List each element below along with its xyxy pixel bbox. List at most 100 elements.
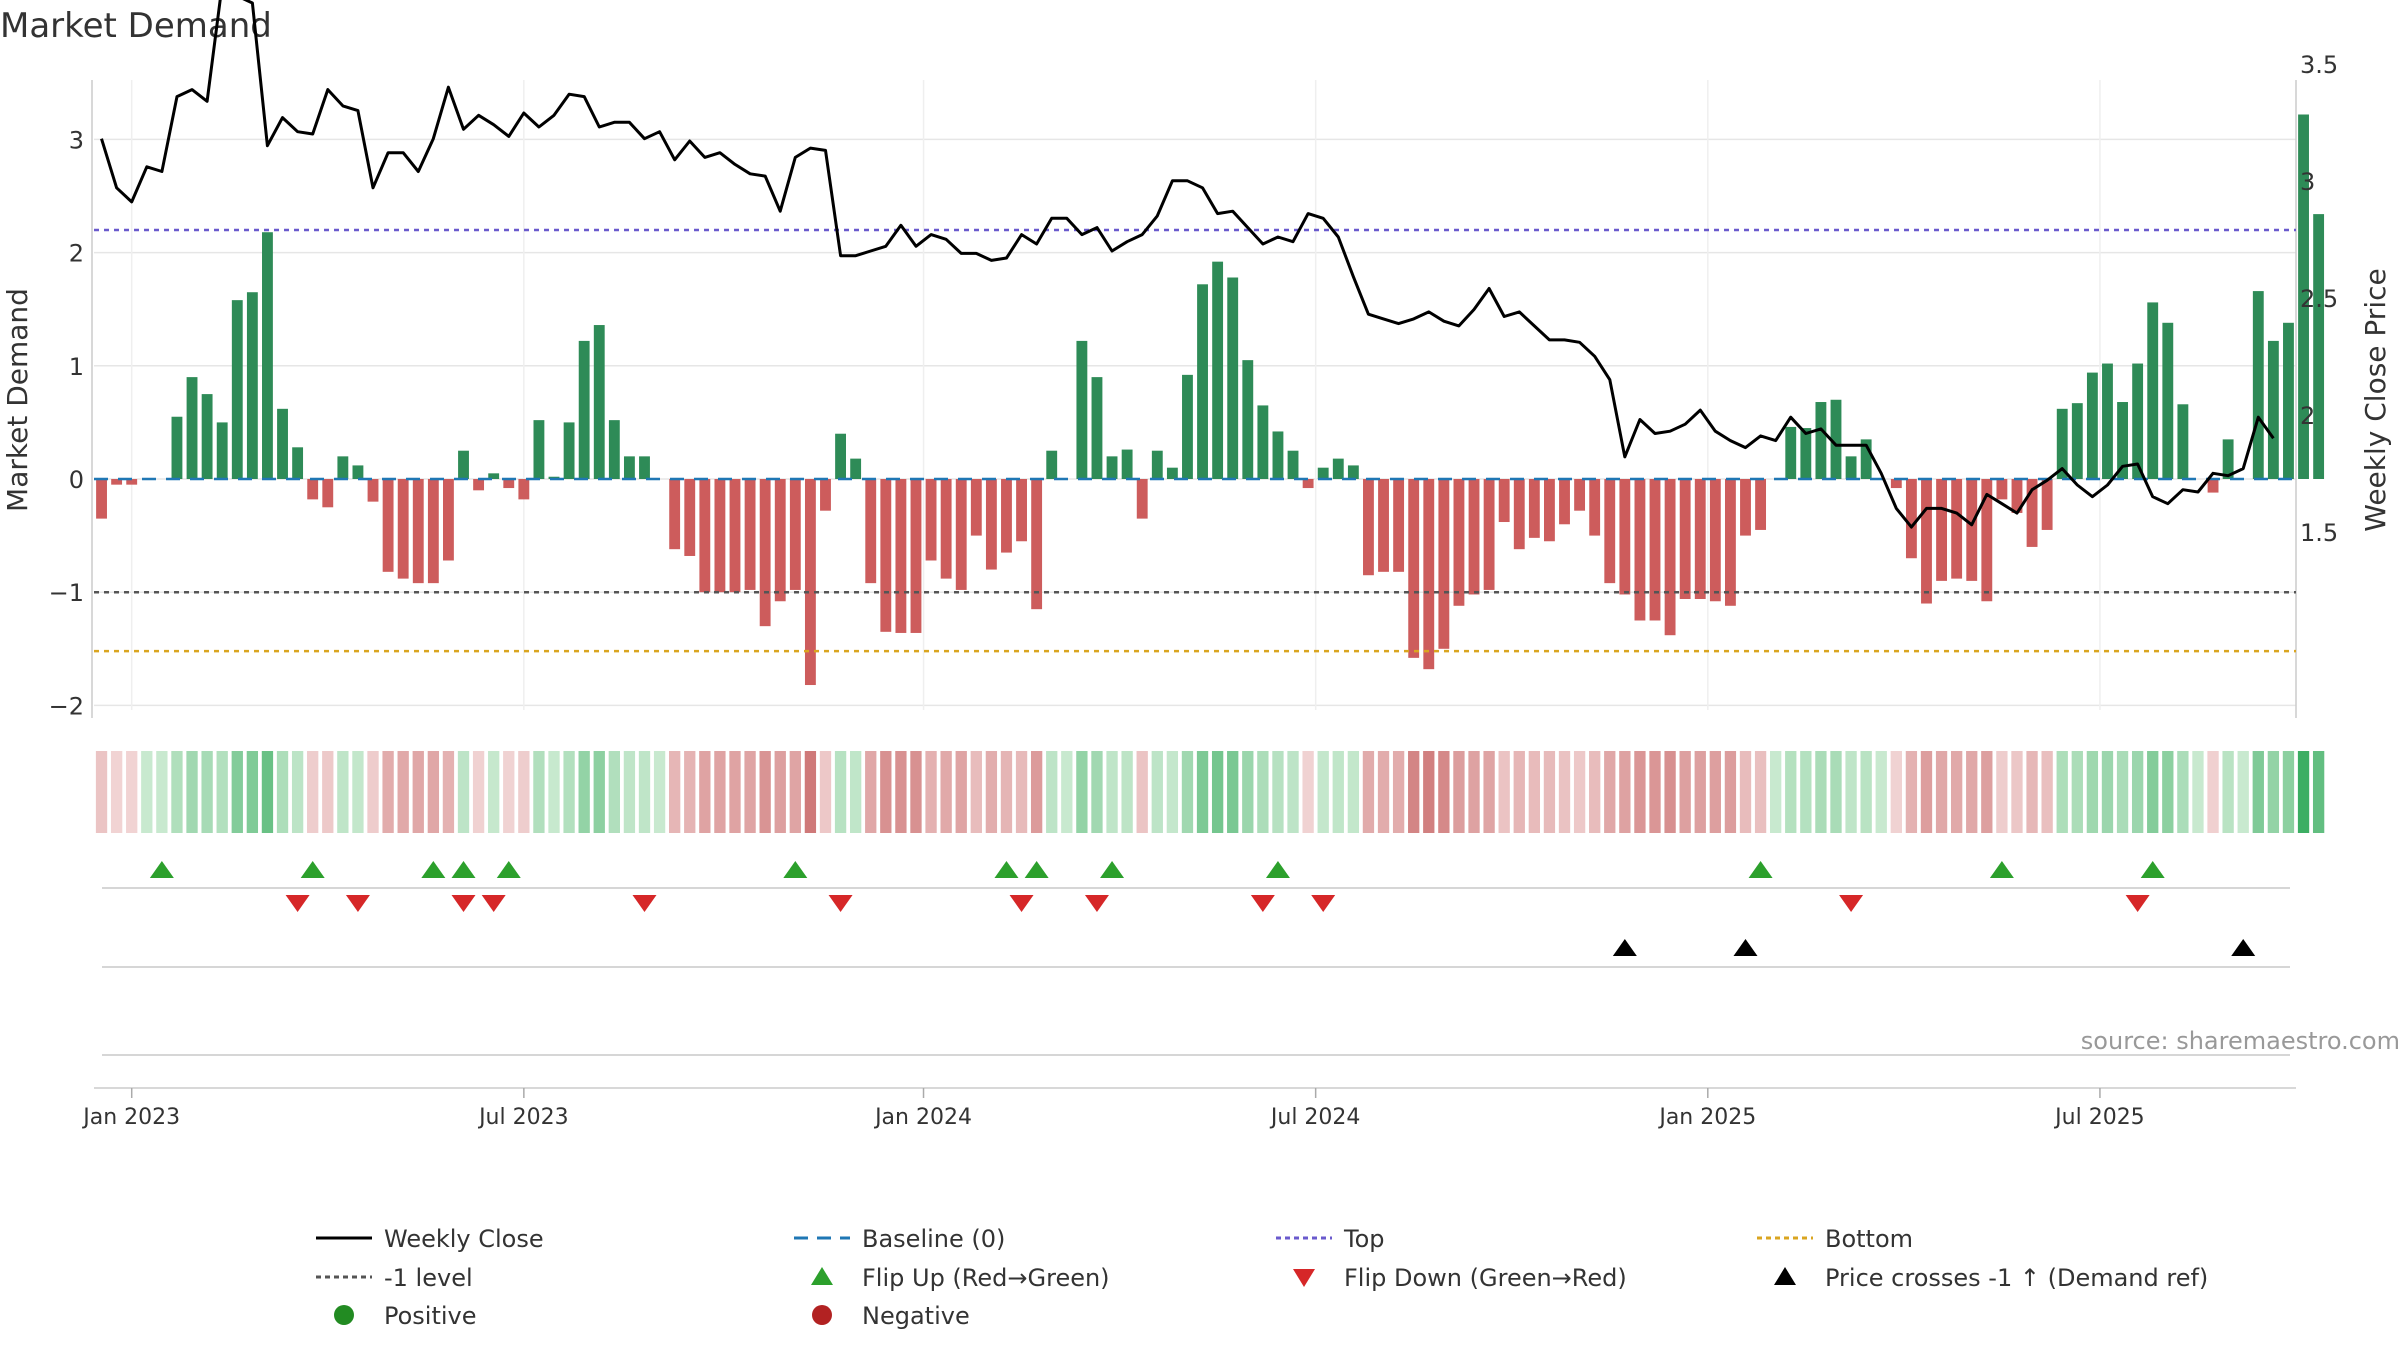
bar-negative	[1755, 479, 1767, 530]
legend-label: Positive	[384, 1302, 477, 1330]
bar-negative	[1574, 479, 1586, 511]
strip-cell	[2071, 751, 2083, 833]
strip-cell	[1332, 751, 1344, 833]
legend-swatch-positive	[334, 1305, 354, 1325]
strip-cell	[352, 751, 364, 833]
legend-swatch-price-cross	[1774, 1267, 1796, 1285]
strip-cell	[2086, 751, 2099, 833]
bar-negative	[367, 479, 379, 502]
bar-positive	[246, 292, 258, 479]
bar-positive	[1106, 456, 1118, 479]
strip-cell	[1287, 751, 1299, 833]
x-tick-label: Jan 2023	[81, 1105, 180, 1130]
strip-cell	[1453, 751, 1465, 833]
y-tick-label: 0	[69, 466, 84, 494]
bar-negative	[1378, 479, 1389, 572]
bar-negative	[1634, 479, 1646, 621]
strip-cell	[2101, 751, 2114, 833]
strip-cell	[1211, 751, 1224, 833]
legend-label: Weekly Close	[384, 1225, 544, 1253]
strip-cell	[880, 751, 892, 833]
strip-cell	[1634, 751, 1646, 833]
flip-up-marker	[994, 861, 1019, 878]
bar-positive	[231, 300, 243, 479]
y-ticks-left: 3 2 1 0 −1 −2	[49, 126, 84, 720]
bar-negative	[111, 479, 123, 485]
strip-cell	[1272, 751, 1284, 833]
x-axis: Jan 2023 Jul 2023 Jan 2024 Jul 2024 Jan 2025…	[81, 1087, 2296, 1130]
strip-cell	[1242, 751, 1254, 833]
strip-cell	[518, 751, 530, 833]
legend-label: Top	[1343, 1225, 1385, 1253]
strip-cell	[1739, 751, 1752, 833]
bar-positive	[2283, 322, 2294, 479]
y-tick-label: −2	[49, 692, 84, 720]
flip-down-marker	[345, 895, 370, 912]
grid	[91, 80, 2297, 718]
strip-cell	[970, 751, 982, 833]
bar-negative	[925, 479, 937, 561]
bar-positive	[2071, 403, 2083, 479]
bar-positive	[488, 473, 500, 479]
strip-cell	[337, 751, 349, 833]
bar-negative	[1453, 479, 1465, 606]
strip-cell	[2056, 751, 2068, 833]
bar-negative	[473, 479, 485, 491]
demand-bars	[96, 114, 2325, 686]
strip-cell	[1166, 751, 1179, 833]
bar-negative	[2041, 479, 2053, 530]
bar-negative	[820, 479, 831, 511]
strip-cell	[1785, 751, 1797, 833]
bar-positive	[1272, 431, 1284, 479]
bar-negative	[1619, 479, 1631, 595]
strip-cell	[1483, 751, 1495, 833]
flip-down-marker	[1250, 895, 1275, 912]
strip-cell	[774, 751, 786, 833]
price-cross-marker	[2231, 939, 2256, 956]
bar-negative	[1016, 479, 1027, 542]
flip-up-marker	[1100, 861, 1125, 878]
y-axis-left-title: Market Demand	[1, 288, 34, 512]
legend-swatch-flip-up	[811, 1267, 833, 1285]
bar-negative	[1694, 479, 1706, 599]
bar-negative	[1302, 479, 1314, 489]
bar-positive	[201, 394, 213, 479]
legend-label: -1 level	[384, 1264, 473, 1292]
source-label: source: sharemaestro.com	[2081, 1027, 2400, 1055]
strip-cell	[608, 751, 620, 833]
bar-positive	[337, 456, 349, 479]
strip-cell	[849, 751, 862, 833]
bar-negative	[1483, 479, 1495, 590]
bar-negative	[1589, 479, 1601, 536]
strip-cell	[759, 751, 771, 833]
strip-cell	[1347, 751, 1360, 833]
bar-positive	[533, 420, 545, 479]
flip-up-marker	[496, 861, 521, 878]
flip-down-marker	[481, 895, 506, 912]
strip-cell	[1061, 751, 1073, 833]
flip-up-marker	[300, 861, 325, 878]
strip-cell	[2162, 751, 2174, 833]
strip-cell	[2252, 751, 2264, 833]
strip-cell	[1890, 751, 1902, 833]
strip-cell	[2177, 751, 2189, 833]
bar-negative	[2026, 479, 2038, 547]
bar-positive	[1091, 377, 1103, 479]
strip-cell	[1604, 751, 1616, 833]
bar-negative	[427, 479, 439, 584]
bar-negative	[1664, 479, 1676, 636]
bar-positive	[277, 408, 288, 479]
bar-positive	[2102, 363, 2113, 479]
strip-cell	[1966, 751, 1978, 833]
price-line-group	[100, 0, 2275, 529]
bar-positive	[1227, 277, 1239, 479]
bar-negative	[1498, 479, 1510, 523]
legend-swatch-flip-down	[1293, 1269, 1315, 1287]
bar-negative	[412, 479, 424, 584]
bar-positive	[1845, 456, 1857, 479]
strip-cell	[1815, 751, 1827, 833]
strip-cell	[1694, 751, 1706, 833]
strip-cell	[1030, 751, 1043, 833]
strip-cell	[291, 751, 304, 833]
strip-cell	[669, 751, 681, 833]
